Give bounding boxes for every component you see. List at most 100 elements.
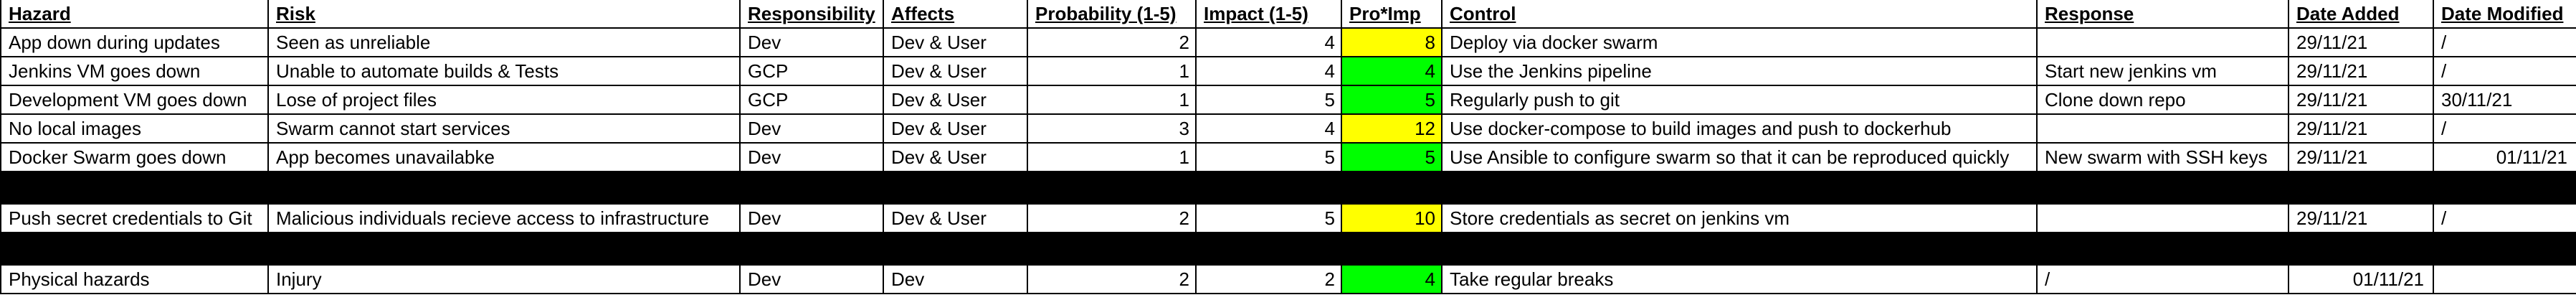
risk-cell[interactable]: Lose of project files	[267, 85, 741, 115]
affects-cell[interactable]: Dev & User	[883, 142, 1028, 172]
date-added-cell[interactable]: 29/11/21	[2288, 56, 2434, 86]
probability-cell[interactable]: 2	[1027, 203, 1197, 233]
responsibility-cell[interactable]: GCP	[739, 85, 884, 115]
table-row: No local images Swarm cannot start servi…	[0, 113, 2576, 144]
table-row: App down during updates Seen as unreliab…	[0, 27, 2576, 57]
table-row: Development VM goes down Lose of project…	[0, 85, 2576, 115]
impact-cell[interactable]: 4	[1195, 56, 1342, 86]
control-cell[interactable]: Take regular breaks	[1441, 264, 2038, 294]
probability-cell[interactable]: 1	[1027, 142, 1197, 172]
column-header-responsibility[interactable]: Responsibility	[739, 0, 884, 29]
control-cell[interactable]: Use docker-compose to build images and p…	[1441, 113, 2038, 144]
response-cell[interactable]	[2036, 203, 2289, 233]
divider-row	[0, 171, 2576, 205]
probability-cell[interactable]: 2	[1027, 264, 1197, 294]
column-header-hazard[interactable]: Hazard	[0, 0, 269, 29]
response-cell[interactable]: Start new jenkins vm	[2036, 56, 2289, 86]
response-cell[interactable]	[2036, 27, 2289, 57]
affects-cell[interactable]: Dev & User	[883, 203, 1028, 233]
divider-bar	[0, 232, 2576, 266]
column-header-date-added[interactable]: Date Added	[2288, 0, 2434, 29]
date-added-cell[interactable]: 29/11/21	[2288, 27, 2434, 57]
date-modified-cell[interactable]: 30/11/21	[2433, 85, 2576, 115]
responsibility-cell[interactable]: Dev	[739, 27, 884, 57]
hazard-cell[interactable]: Physical hazards	[0, 264, 269, 294]
control-cell[interactable]: Regularly push to git	[1441, 85, 2038, 115]
impact-cell[interactable]: 2	[1195, 264, 1342, 294]
column-header-control[interactable]: Control	[1441, 0, 2038, 29]
response-cell[interactable]: New swarm with SSH keys	[2036, 142, 2289, 172]
date-modified-cell[interactable]: /	[2433, 56, 2576, 86]
date-modified-cell[interactable]: /	[2433, 203, 2576, 233]
column-header-score[interactable]: Pro*Imp	[1341, 0, 1443, 29]
response-cell[interactable]	[2036, 113, 2289, 144]
risk-cell[interactable]: Malicious individuals recieve access to …	[267, 203, 741, 233]
column-header-risk[interactable]: Risk	[267, 0, 741, 29]
score-cell[interactable]: 4	[1341, 56, 1443, 86]
affects-cell[interactable]: Dev & User	[883, 113, 1028, 144]
response-cell[interactable]: Clone down repo	[2036, 85, 2289, 115]
control-cell[interactable]: Use Ansible to configure swarm so that i…	[1441, 142, 2038, 172]
response-cell[interactable]: /	[2036, 264, 2289, 294]
probability-cell[interactable]: 1	[1027, 56, 1197, 86]
affects-cell[interactable]: Dev & User	[883, 27, 1028, 57]
score-cell[interactable]: 8	[1341, 27, 1443, 57]
impact-cell[interactable]: 5	[1195, 85, 1342, 115]
impact-cell[interactable]: 4	[1195, 27, 1342, 57]
risk-cell[interactable]: Seen as unreliable	[267, 27, 741, 57]
control-cell[interactable]: Store credentials as secret on jenkins v…	[1441, 203, 2038, 233]
date-added-cell[interactable]: 29/11/21	[2288, 203, 2434, 233]
column-header-date-modified[interactable]: Date Modified	[2433, 0, 2576, 29]
date-modified-cell[interactable]: 01/11/21	[2433, 142, 2576, 172]
divider-bar	[0, 171, 2576, 205]
probability-cell[interactable]: 1	[1027, 85, 1197, 115]
score-cell[interactable]: 10	[1341, 203, 1443, 233]
date-added-cell[interactable]: 29/11/21	[2288, 85, 2434, 115]
hazard-cell[interactable]: Jenkins VM goes down	[0, 56, 269, 86]
impact-cell[interactable]: 5	[1195, 142, 1342, 172]
column-header-affects[interactable]: Affects	[883, 0, 1028, 29]
hazard-cell[interactable]: No local images	[0, 113, 269, 144]
divider-row	[0, 232, 2576, 266]
hazard-cell[interactable]: Docker Swarm goes down	[0, 142, 269, 172]
score-cell[interactable]: 5	[1341, 142, 1443, 172]
responsibility-cell[interactable]: Dev	[739, 113, 884, 144]
column-header-impact[interactable]: Impact (1-5)	[1195, 0, 1342, 29]
date-modified-cell[interactable]	[2433, 264, 2576, 294]
responsibility-cell[interactable]: Dev	[739, 142, 884, 172]
affects-cell[interactable]: Dev & User	[883, 85, 1028, 115]
control-cell[interactable]: Use the Jenkins pipeline	[1441, 56, 2038, 86]
responsibility-cell[interactable]: GCP	[739, 56, 884, 86]
hazard-cell[interactable]: App down during updates	[0, 27, 269, 57]
table-row: Jenkins VM goes down Unable to automate …	[0, 56, 2576, 86]
risk-cell[interactable]: Swarm cannot start services	[267, 113, 741, 144]
responsibility-cell[interactable]: Dev	[739, 203, 884, 233]
risk-cell[interactable]: Unable to automate builds & Tests	[267, 56, 741, 86]
date-added-cell[interactable]: 29/11/21	[2288, 113, 2434, 144]
affects-cell[interactable]: Dev	[883, 264, 1028, 294]
date-added-cell[interactable]: 01/11/21	[2288, 264, 2434, 294]
hazard-cell[interactable]: Push secret credentials to Git	[0, 203, 269, 233]
score-cell[interactable]: 12	[1341, 113, 1443, 144]
date-added-cell[interactable]: 29/11/21	[2288, 142, 2434, 172]
date-modified-cell[interactable]: /	[2433, 113, 2576, 144]
responsibility-cell[interactable]: Dev	[739, 264, 884, 294]
score-cell[interactable]: 5	[1341, 85, 1443, 115]
impact-cell[interactable]: 4	[1195, 113, 1342, 144]
table-row: Docker Swarm goes down App becomes unava…	[0, 142, 2576, 172]
risk-cell[interactable]: App becomes unavailabke	[267, 142, 741, 172]
affects-cell[interactable]: Dev & User	[883, 56, 1028, 86]
probability-cell[interactable]: 2	[1027, 27, 1197, 57]
score-cell[interactable]: 4	[1341, 264, 1443, 294]
control-cell[interactable]: Deploy via docker swarm	[1441, 27, 2038, 57]
hazard-cell[interactable]: Development VM goes down	[0, 85, 269, 115]
table-row: Physical hazards Injury Dev Dev 2 2 4 Ta…	[0, 264, 2576, 294]
impact-cell[interactable]: 5	[1195, 203, 1342, 233]
probability-cell[interactable]: 3	[1027, 113, 1197, 144]
risk-cell[interactable]: Injury	[267, 264, 741, 294]
column-header-probability[interactable]: Probability (1-5)	[1027, 0, 1197, 29]
date-modified-cell[interactable]: /	[2433, 27, 2576, 57]
column-header-response[interactable]: Response	[2036, 0, 2289, 29]
